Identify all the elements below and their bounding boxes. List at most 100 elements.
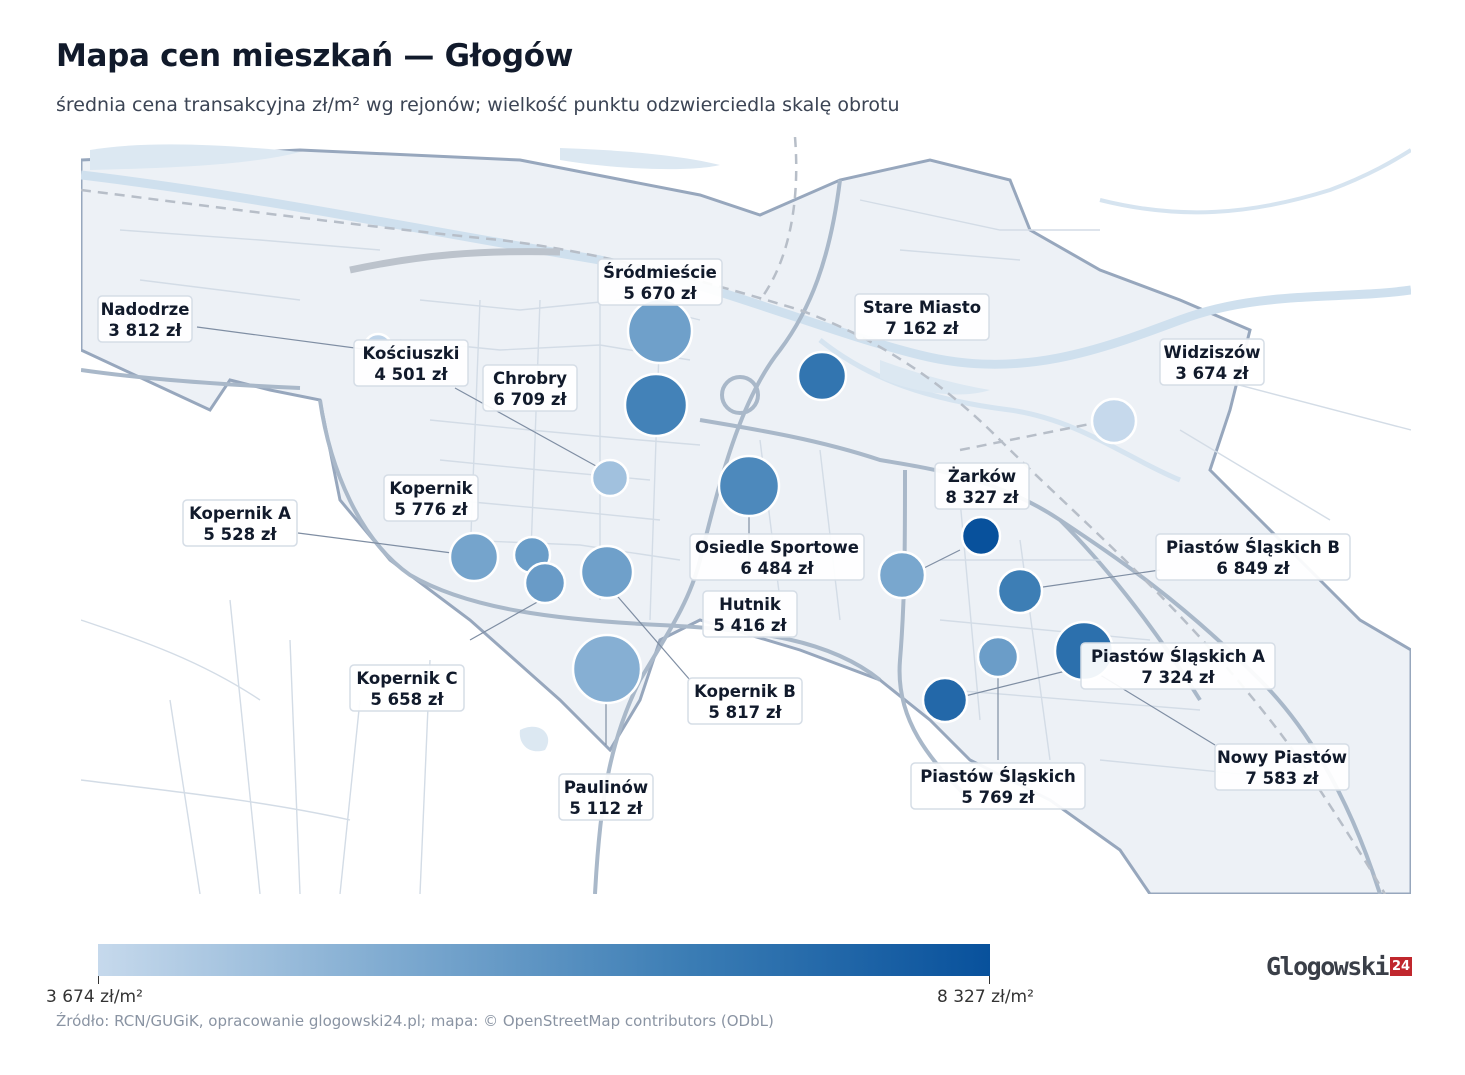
district-price: 5 776 zł (394, 500, 468, 519)
leader-line (611, 589, 691, 681)
district-label: Chrobry 6 709 zł (482, 364, 578, 412)
district-label-box (482, 364, 578, 412)
district-label-box (353, 339, 469, 387)
leader-line (297, 532, 453, 554)
district-label-box (1155, 533, 1351, 581)
brand-logo[interactable]: Glogowski 24 (1266, 952, 1413, 981)
district-label: Kopernik C 5 658 zł (349, 664, 465, 712)
district-name: Kopernik A (189, 504, 291, 523)
district-name: Kopernik (389, 479, 473, 498)
district-bubble[interactable] (590, 458, 630, 498)
district-label-box (182, 499, 298, 547)
district-price: 5 416 zł (713, 616, 787, 635)
district-name: Kopernik C (356, 669, 457, 688)
price-colorbar (98, 944, 990, 976)
district-name: Osiedle Sportowe (695, 538, 859, 557)
page-subtitle: średnia cena transakcyjna zł/m² wg rejon… (56, 94, 900, 116)
district-bubbles (362, 297, 1138, 724)
district-price: 3 674 zł (1175, 364, 1249, 383)
district-price: 6 709 zł (493, 390, 567, 409)
district-label: Kościuszki 4 501 zł (353, 339, 469, 387)
district-label-box (597, 258, 723, 306)
district-label-box (854, 293, 990, 341)
district-name: Stare Miasto (863, 298, 981, 317)
district-label: Piastów Śląskich A 7 324 zł (1080, 642, 1276, 690)
district-bubble[interactable] (921, 676, 969, 724)
district-label-box (910, 762, 1086, 810)
district-label-box (558, 773, 654, 821)
district-bubble[interactable] (877, 550, 927, 600)
leader-line (196, 326, 371, 351)
district-name: Śródmieście (603, 263, 717, 282)
district-label: Kopernik B 5 817 zł (687, 677, 803, 725)
district-name: Chrobry (493, 369, 567, 388)
district-price: 6 849 zł (1216, 559, 1290, 578)
district-bubble[interactable] (626, 297, 694, 365)
district-label: Kopernik A 5 528 zł (182, 499, 298, 547)
leader-line (454, 387, 597, 467)
district-price: 5 658 zł (370, 690, 444, 709)
district-name: Widziszów (1164, 343, 1261, 362)
colorbar-min-label: 3 674 zł/m² (46, 987, 143, 1007)
district-label-box (687, 677, 803, 725)
district-label: Piastów Śląskich B 6 849 zł (1155, 533, 1351, 581)
district-bubble[interactable] (1090, 397, 1138, 445)
district-label: Widziszów 3 674 zł (1159, 338, 1265, 386)
district-label-box (934, 462, 1030, 510)
district-price: 5 112 zł (569, 799, 643, 818)
district-bubble[interactable] (960, 515, 1002, 557)
district-label-box (97, 295, 193, 343)
district-labels: Nadodrze 3 812 zł Kościuszki 4 501 zł Śródmi… (97, 258, 1351, 821)
district-price: 6 484 zł (740, 559, 814, 578)
district-bubble[interactable] (571, 633, 643, 705)
district-price: 7 324 zł (1141, 668, 1215, 687)
district-name: Kościuszki (363, 344, 460, 363)
district-bubble[interactable] (796, 350, 848, 402)
district-price: 5 769 zł (961, 788, 1035, 807)
district-label-box (689, 533, 865, 581)
district-label: Śródmieście 5 670 zł (597, 258, 723, 306)
district-bubble[interactable] (996, 567, 1044, 615)
district-price: 7 162 zł (885, 319, 959, 338)
district-label: Hutnik 5 416 zł (702, 590, 798, 638)
district-bubble[interactable] (717, 454, 781, 518)
district-bubble[interactable] (579, 544, 635, 600)
district-name: Żarków (948, 467, 1016, 486)
district-price: 5 670 zł (623, 284, 697, 303)
district-price: 8 327 zł (945, 488, 1019, 507)
district-price: 5 528 zł (203, 525, 277, 544)
colorbar-max-label: 8 327 zł/m² (937, 987, 1034, 1007)
district-price: 4 501 zł (374, 365, 448, 384)
logo-text: Glogowski (1266, 952, 1389, 981)
district-label-box (383, 474, 479, 522)
district-name: Hutnik (719, 595, 782, 614)
district-bubble[interactable] (976, 635, 1020, 679)
district-bubble[interactable] (448, 531, 500, 583)
district-name: Nadodrze (101, 300, 190, 319)
district-label-box (1159, 338, 1265, 386)
district-name: Piastów Śląskich B (1166, 538, 1340, 557)
leader-line (1042, 569, 1161, 588)
district-label: Żarków 8 327 zł (934, 462, 1030, 510)
district-name: Piastów Śląskich A (1091, 647, 1265, 666)
district-name: Paulinów (564, 778, 648, 797)
logo-mark: 24 (1389, 957, 1413, 976)
page-title: Mapa cen mieszkań — Głogów (56, 38, 574, 74)
district-bubble[interactable] (523, 561, 567, 605)
district-label: Osiedle Sportowe 6 484 zł (689, 533, 865, 581)
district-label: Nowy Piastów 7 583 zł (1214, 743, 1350, 791)
leader-line (919, 549, 961, 571)
colorbar-max-tick (989, 976, 990, 984)
district-name: Piastów Śląskich (920, 767, 1076, 786)
district-label: Kopernik 5 776 zł (383, 474, 479, 522)
source-note: Źródło: RCN/GUGiK, opracowanie glogowski… (56, 1012, 774, 1030)
district-bubble[interactable] (623, 372, 689, 438)
district-label: Nadodrze 3 812 zł (97, 295, 193, 343)
district-label: Stare Miasto 7 162 zł (854, 293, 990, 341)
district-label-box (1080, 642, 1276, 690)
district-name: Nowy Piastów (1217, 748, 1347, 767)
colorbar-min-tick (98, 976, 99, 984)
district-price: 7 583 zł (1245, 769, 1319, 788)
district-label-box (1214, 743, 1350, 791)
